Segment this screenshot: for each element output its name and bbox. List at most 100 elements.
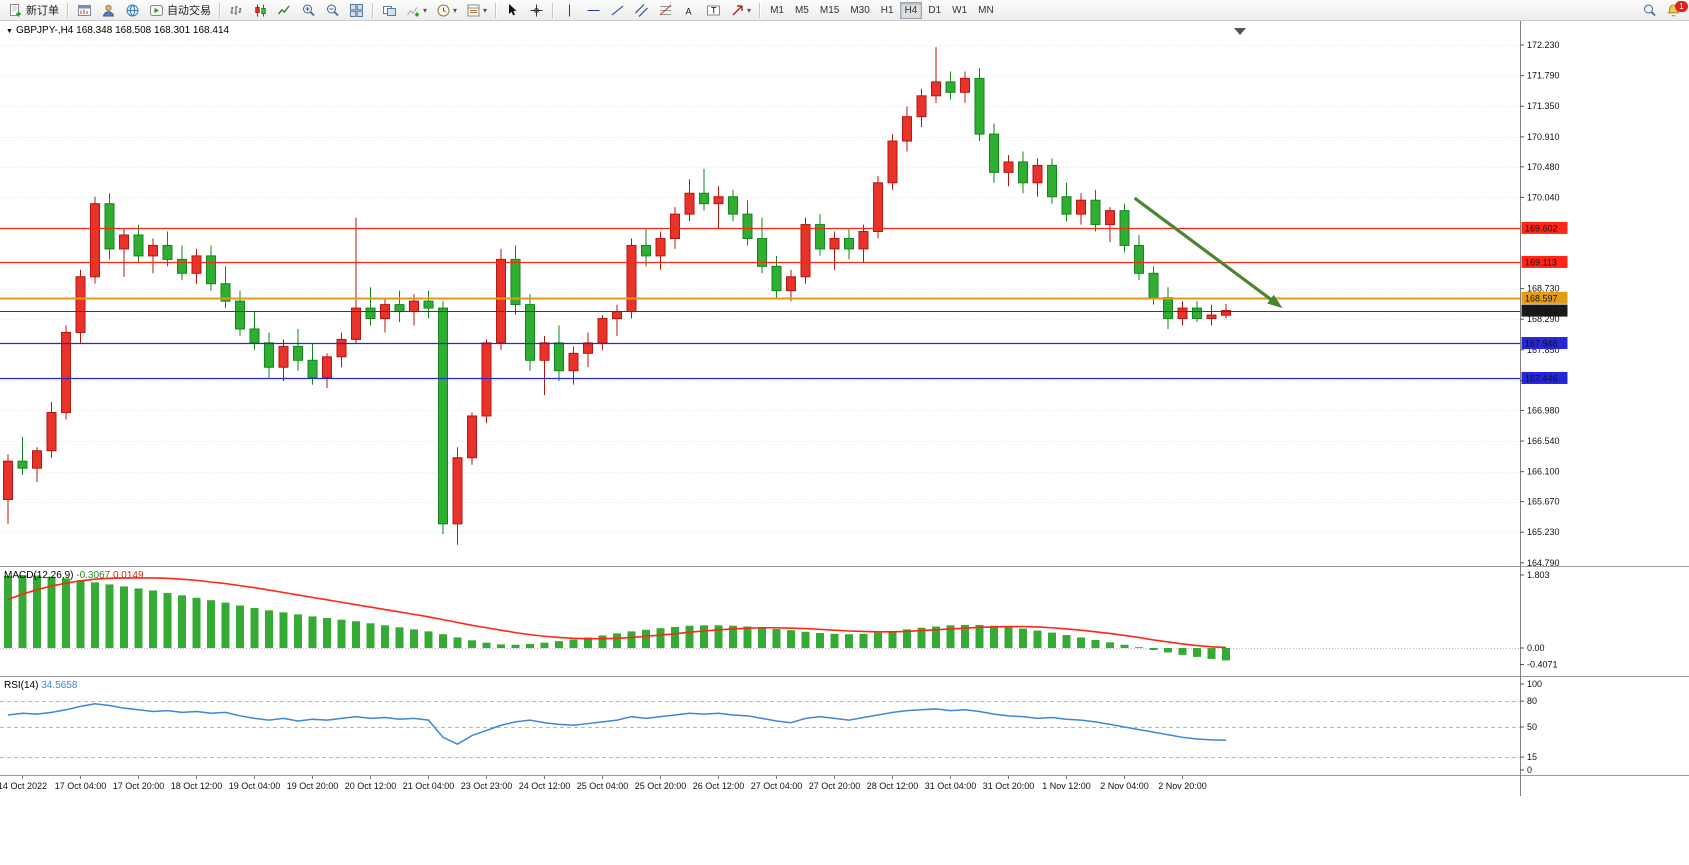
horizontal-line-tool-button[interactable] <box>582 1 605 19</box>
chart-canvas[interactable]: 172.230 171.790 171.350 170.910 170.480 170.0… <box>0 21 1689 860</box>
cursor-icon <box>509 3 517 15</box>
grid-lines <box>0 45 1520 564</box>
svg-text:27 Oct 20:00: 27 Oct 20:00 <box>809 781 861 791</box>
chart-ohlc-values: 168.348 168.508 168.301 168.414 <box>76 25 230 36</box>
indicators-icon <box>407 6 419 16</box>
timeframe-d1-button[interactable]: D1 <box>923 2 946 19</box>
chevron-down-icon: ▾ <box>453 5 458 15</box>
svg-text:31 Oct 20:00: 31 Oct 20:00 <box>983 781 1035 791</box>
trendline-tool-button[interactable] <box>606 1 629 19</box>
timeframe-mn-button[interactable]: MN <box>973 2 999 19</box>
toolbar-separator <box>219 2 221 18</box>
candlestick-icon <box>255 4 266 16</box>
svg-text:172.230: 172.230 <box>1527 40 1560 50</box>
svg-text:17 Oct 04:00: 17 Oct 04:00 <box>55 781 107 791</box>
svg-text:1.803: 1.803 <box>1527 570 1550 580</box>
clock-icon <box>437 4 450 16</box>
svg-text:24 Oct 12:00: 24 Oct 12:00 <box>519 781 571 791</box>
svg-text:17 Oct 20:00: 17 Oct 20:00 <box>113 781 165 791</box>
tile-windows-button[interactable] <box>345 1 368 19</box>
indicators-button[interactable]: ▾ <box>402 1 431 19</box>
crosshair-tool-button[interactable] <box>525 1 548 19</box>
cascade-windows-icon <box>383 5 396 16</box>
svg-text:80: 80 <box>1527 696 1537 706</box>
panel-separators[interactable] <box>0 566 1689 776</box>
svg-text:171.350: 171.350 <box>1527 101 1560 111</box>
svg-text:166.540: 166.540 <box>1527 436 1560 446</box>
candlestick-mode-button[interactable] <box>249 1 272 19</box>
svg-text:27 Oct 04:00: 27 Oct 04:00 <box>751 781 803 791</box>
autotrading-label: 自动交易 <box>167 5 211 17</box>
timeframe-m15-button[interactable]: M15 <box>815 2 844 19</box>
chart-window: 172.230 171.790 171.350 170.910 170.480 170.0… <box>0 21 1689 860</box>
toolbar-separator <box>552 2 555 18</box>
price-axis[interactable]: 172.230 171.790 171.350 170.910 170.480 170.0… <box>1520 21 1560 796</box>
svg-text:168.730: 168.730 <box>1527 284 1560 294</box>
svg-text:25 Oct 04:00: 25 Oct 04:00 <box>577 781 629 791</box>
autotrading-icon <box>150 4 163 16</box>
vertical-line-tool-button[interactable] <box>558 1 581 19</box>
svg-text:170.910: 170.910 <box>1527 132 1560 142</box>
community-button[interactable] <box>97 1 120 19</box>
channel-icon <box>635 3 648 17</box>
svg-text:0.00: 0.00 <box>1527 643 1545 653</box>
line-chart-mode-button[interactable] <box>273 1 296 19</box>
svg-text:2 Nov 20:00: 2 Nov 20:00 <box>1158 781 1207 791</box>
trend-arrow[interactable] <box>1133 196 1283 309</box>
rsi-name: RSI(14) <box>4 680 39 691</box>
svg-text:26 Oct 12:00: 26 Oct 12:00 <box>693 781 745 791</box>
new-chart-button[interactable] <box>73 1 96 19</box>
timeframe-w1-button[interactable]: W1 <box>947 2 972 19</box>
timeframe-h1-button[interactable]: H1 <box>876 2 899 19</box>
zoom-in-button[interactable] <box>297 1 320 19</box>
new-order-button[interactable]: 新订单 <box>4 1 63 19</box>
text-tool-button[interactable]: A <box>678 1 701 19</box>
crosshair-icon <box>530 4 543 16</box>
cursor-tool-button[interactable] <box>501 1 524 19</box>
timeframe-m1-button[interactable]: M1 <box>765 2 789 19</box>
timeframe-m5-button[interactable]: M5 <box>790 2 814 19</box>
macd-panel <box>0 575 1520 661</box>
fibonacci-tool-button[interactable] <box>654 1 677 19</box>
line-chart-icon <box>277 5 290 14</box>
svg-text:170.040: 170.040 <box>1527 192 1560 202</box>
symbol-dropdown-icon[interactable]: ▼ <box>6 28 13 35</box>
svg-text:21 Oct 04:00: 21 Oct 04:00 <box>403 781 455 791</box>
toolbar-separator <box>495 2 498 18</box>
macd-indicator-label: MACD(12,26,9) -0.3067 0.0149 <box>4 570 144 581</box>
arrow-objects-icon <box>732 4 743 15</box>
channel-tool-button[interactable] <box>630 1 653 19</box>
fibonacci-icon <box>659 4 672 15</box>
macd-signal-value: 0.0149 <box>112 570 144 581</box>
cascade-windows-button[interactable] <box>378 1 401 19</box>
svg-text:T: T <box>711 5 717 15</box>
timeframes-menu-button[interactable]: ▾ <box>432 1 461 19</box>
bar-chart-mode-button[interactable] <box>225 1 248 19</box>
zoom-out-icon <box>327 4 339 16</box>
svg-text:-0.4071: -0.4071 <box>1527 659 1558 669</box>
templates-button[interactable]: ▾ <box>462 1 491 19</box>
zoom-out-button[interactable] <box>321 1 344 19</box>
globe-icon <box>126 4 139 16</box>
rsi-value: 34.5658 <box>41 680 78 691</box>
bar-chart-icon <box>230 5 242 15</box>
svg-text:167.850: 167.850 <box>1527 345 1560 355</box>
svg-text:168.597: 168.597 <box>1525 293 1558 303</box>
search-button[interactable] <box>1638 1 1661 19</box>
time-axis[interactable]: 14 Oct 2022 17 Oct 04:00 17 Oct 20:00 18 Oc… <box>0 775 1207 792</box>
timeframe-m30-button[interactable]: M30 <box>845 2 874 19</box>
chevron-down-icon: ▾ <box>423 5 428 15</box>
chart-shift-marker[interactable] <box>1234 28 1246 35</box>
notifications-button[interactable]: 1 <box>1662 1 1688 19</box>
chart-window-icon <box>78 4 91 16</box>
arrows-tool-button[interactable]: ▾ <box>726 1 755 19</box>
timeframe-h4-button[interactable]: H4 <box>899 1 923 19</box>
autotrading-button[interactable]: 自动交易 <box>145 1 215 19</box>
svg-text:2 Nov 04:00: 2 Nov 04:00 <box>1100 781 1149 791</box>
svg-text:15: 15 <box>1527 752 1537 762</box>
text-label-tool-button[interactable]: T <box>702 1 725 19</box>
new-order-icon <box>10 3 21 16</box>
toolbar-separator <box>67 2 69 18</box>
market-button[interactable] <box>121 1 144 19</box>
notification-badge: 1 <box>1675 1 1688 12</box>
